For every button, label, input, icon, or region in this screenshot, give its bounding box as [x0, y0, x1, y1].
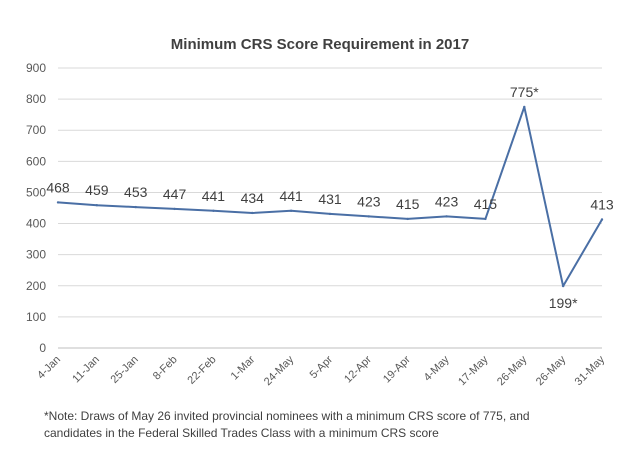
data-label: 441	[279, 188, 303, 204]
x-tick-label: 19-Apr	[381, 353, 413, 385]
data-point	[173, 207, 176, 211]
x-tick-label: 26-May	[495, 353, 530, 388]
data-label: 423	[357, 193, 381, 209]
data-point	[445, 215, 448, 218]
data-label: 434	[241, 190, 265, 206]
x-tick-label: 24-May	[262, 353, 297, 388]
data-point	[406, 217, 409, 221]
data-label: 423	[435, 193, 459, 209]
footnote-line-2: candidates in the Federal Skilled Trades…	[44, 426, 439, 440]
x-tick-label: 25-Jan	[109, 354, 141, 386]
x-tick-label: 12-Apr	[342, 353, 374, 385]
data-label: 447	[163, 186, 187, 202]
y-tick-label: 900	[26, 61, 46, 75]
x-tick-label: 11-Jan	[70, 354, 102, 386]
y-tick-label: 800	[26, 92, 46, 106]
data-point	[134, 205, 137, 209]
gridlines	[58, 67, 602, 349]
data-point	[56, 201, 60, 204]
data-point	[523, 105, 526, 109]
x-tick-label: 17-May	[456, 353, 491, 388]
x-tick-label: 26-May	[534, 353, 569, 388]
data-point	[95, 204, 99, 207]
data-point	[212, 209, 215, 212]
data-label: 775*	[510, 84, 539, 100]
y-axis-ticks: 0 100 200 300 400 500 600 700 800 900	[26, 61, 46, 355]
data-point	[367, 215, 371, 218]
data-point	[600, 218, 604, 221]
x-tick-label: 8-Feb	[151, 354, 180, 383]
y-tick-label: 100	[26, 310, 46, 324]
data-label: 459	[85, 182, 109, 198]
x-tick-label: 1-Mar	[229, 353, 258, 382]
data-label: 441	[202, 188, 226, 204]
y-tick-label: 500	[26, 185, 46, 199]
y-tick-label: 200	[26, 279, 46, 293]
x-tick-label: 4-May	[422, 353, 452, 383]
data-point	[561, 284, 565, 288]
series-line-group	[56, 105, 604, 288]
data-point	[484, 217, 487, 221]
y-tick-label: 700	[26, 123, 46, 137]
x-tick-label: 22-Feb	[185, 354, 218, 387]
x-tick-label: 5-Apr	[308, 353, 336, 381]
footnote: *Note: Draws of May 26 invited provincia…	[44, 408, 624, 442]
x-axis-ticks: 4-Jan 11-Jan 25-Jan 8-Feb 22-Feb 1-Mar 24-May 5…	[35, 353, 607, 388]
y-tick-label: 0	[39, 341, 46, 355]
data-point	[328, 212, 332, 216]
data-label: 415	[474, 196, 498, 212]
data-point	[289, 209, 293, 212]
data-point	[251, 211, 254, 215]
x-tick-label: 31-May	[573, 353, 608, 388]
data-label: 413	[590, 197, 614, 213]
data-label: 431	[318, 191, 342, 207]
footnote-line-1: *Note: Draws of May 26 invited provincia…	[44, 409, 530, 423]
chart-title: Minimum CRS Score Requirement in 2017	[171, 36, 469, 53]
data-label: 199*	[549, 295, 578, 311]
data-label: 453	[124, 184, 148, 200]
data-label: 468	[46, 179, 70, 195]
x-tick-label: 4-Jan	[35, 354, 63, 382]
y-tick-label: 300	[26, 248, 46, 262]
y-tick-label: 400	[26, 217, 46, 231]
data-labels: 468 459 453 447 441 434 441 431 423 415 423 415 775*…	[46, 84, 614, 311]
data-label: 415	[396, 196, 420, 212]
y-tick-label: 600	[26, 154, 46, 168]
